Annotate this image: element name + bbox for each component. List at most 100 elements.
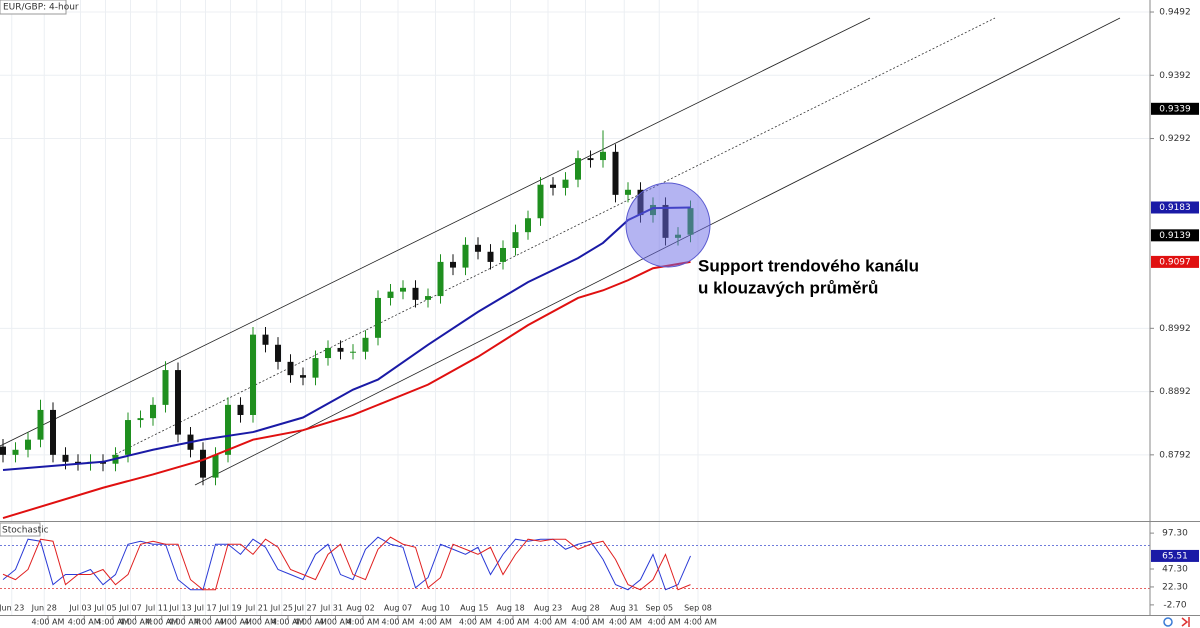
x-tick-label: Jul 03 [68,604,91,613]
candle-body [0,446,6,455]
x-time-label: 4:00 AM [119,618,152,627]
candle-body [50,409,56,455]
candle-body [225,404,231,455]
candle-body [562,179,569,188]
x-tick-label: Aug 07 [384,604,412,613]
candle-body [62,454,69,462]
x-tick-label: Sep 08 [684,604,712,613]
candle-body [237,404,244,415]
axis-marker [1151,255,1199,268]
candle-body [175,370,181,435]
candle-body [437,261,444,297]
x-tick-label: Jun 23 [0,604,24,613]
x-tick-label: Aug 02 [346,604,374,613]
axis-marker [1151,549,1199,562]
candle-body [400,287,406,292]
y-tick-label: 0.9292 [1159,134,1191,144]
moving-average [2,260,691,520]
candle-body [25,439,31,450]
stochastic-line [2,536,691,591]
candle-body [537,184,544,219]
x-time-label: 4:00 AM [419,618,452,627]
x-time-label: 4:00 AM [294,618,327,627]
candle-body [550,184,556,188]
candle-body [75,461,81,464]
candle-body [200,449,206,478]
y-tick-label: 97.30 [1162,529,1188,539]
x-tick-label: Jul 27 [293,604,316,613]
candle-body [512,232,519,248]
axis-marker-label: 65.51 [1162,551,1188,561]
x-time-label: 4:00 AM [534,618,567,627]
x-time-label: 4:00 AM [347,618,380,627]
candle-body [250,334,256,415]
x-tick-label: Aug 10 [421,604,449,613]
candle-body [450,261,456,268]
x-tick-label: Jul 13 [168,604,191,613]
x-time-label: 4:00 AM [648,618,681,627]
panel-title-box [0,522,41,537]
x-tick-label: Jun 28 [31,604,57,613]
candle-body [525,218,531,233]
x-tick-label: Jul 25 [270,604,293,613]
x-tick-label: Aug 23 [534,604,562,613]
candle-body [12,449,19,455]
x-tick-label: Jul 05 [93,604,116,613]
y-tick-label: -2.70 [1163,600,1187,610]
axis-marker [1151,201,1199,214]
candle-body [337,347,344,352]
candle-body [387,291,394,298]
x-time-label: 4:00 AM [684,618,717,627]
candle-body [362,337,369,352]
stochastic-line [2,536,691,591]
x-tick-label: Aug 28 [571,604,599,613]
candle-body [275,344,281,362]
icon[interactable] [1163,617,1173,627]
panel-title: Stochastic [2,526,49,536]
y-tick-label: 0.8892 [1159,387,1191,397]
candle-body [587,158,594,161]
candle-body [37,409,44,440]
toolbar-icons[interactable] [1163,617,1190,627]
candle-body [137,418,144,421]
x-time-label: 4:00 AM [609,618,642,627]
axis-marker [1151,229,1199,242]
axis-marker-label: 0.9097 [1159,257,1191,267]
y-tick-label: 0.9392 [1159,71,1191,81]
x-time-label: 4:00 AM [145,618,178,627]
candle-body [125,420,131,455]
x-time-label: 4:00 AM [32,618,65,627]
candle-body [575,158,581,180]
x-tick-label: Jul 11 [145,604,168,613]
candle-body [150,404,156,419]
x-tick-label: Jul 17 [193,604,216,613]
y-tick-label: 22.30 [1162,582,1188,592]
axis-marker-label: 0.9139 [1159,231,1191,241]
highlight-circle [625,182,711,268]
candle-body [312,358,319,378]
x-tick-label: Aug 18 [496,604,524,613]
candle-body [600,151,606,161]
y-tick-label: 0.8992 [1159,324,1191,334]
x-time-label: 4:00 AM [319,618,352,627]
x-time-label: 4:00 AM [382,618,415,627]
x-tick-label: Jul 21 [245,604,268,613]
x-tick-label: Sep 05 [645,604,673,613]
channel-upper [0,17,871,447]
axis-marker [1151,102,1199,115]
channel-mid [111,17,996,457]
axis-marker-label: 0.9183 [1159,203,1191,213]
x-time-label: 4:00 AM [244,618,277,627]
x-time-label: 4:00 AM [572,618,605,627]
x-time-label: 4:00 AM [68,618,101,627]
y-tick-label: 0.8792 [1159,450,1191,460]
x-tick-label: Aug 31 [610,604,638,613]
x-time-label: 4:00 AM [194,618,227,627]
y-tick-label: 47.30 [1162,565,1188,575]
title-box [0,0,67,15]
x-tick-label: Aug 15 [460,604,488,613]
candle-body [375,297,381,338]
icon[interactable] [1181,617,1190,627]
